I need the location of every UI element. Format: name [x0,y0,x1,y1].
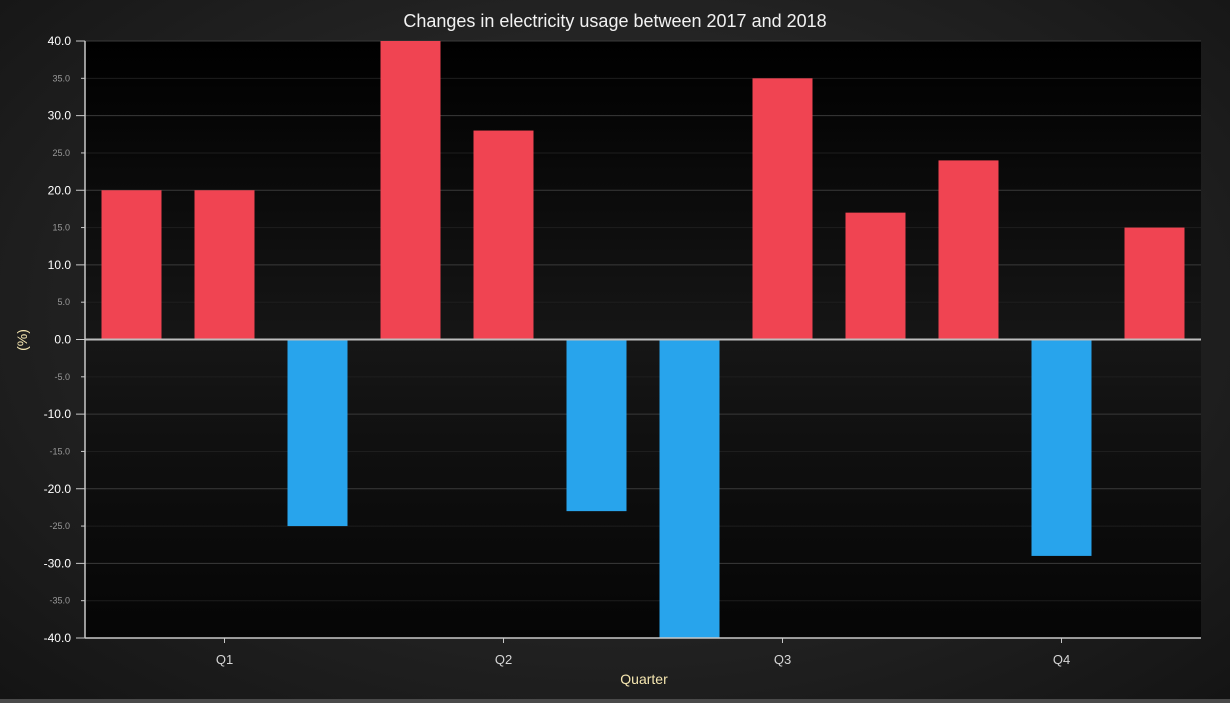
y-tick-label-minor: 5.0 [57,297,70,307]
x-tick-label: Q3 [774,652,791,667]
y-tick-label-minor: 25.0 [52,148,70,158]
y-tick-label-minor: -5.0 [54,372,70,382]
bar [566,339,627,512]
y-tick-label: -20.0 [44,482,72,496]
axes: 35.0 25.0 15.0 5.0 -5.0 -15.0 -25.0 -35.0 40.0 30… [44,34,1201,667]
y-tick-label: 10.0 [48,258,72,272]
y-tick-label-minor: -15.0 [49,446,70,456]
y-tick-label: -10.0 [44,407,72,421]
x-axis-title: Quarter [620,671,668,687]
y-tick-label: 30.0 [48,109,72,123]
bar [101,190,162,340]
y-tick-label: 0.0 [54,333,71,347]
x-tick-label: Q4 [1053,652,1070,667]
bar [194,190,255,340]
bar [473,130,534,340]
bars [101,41,1185,638]
bar [1031,339,1092,556]
y-axis-title: (%) [14,329,30,351]
x-tick-label: Q2 [495,652,512,667]
bar [845,212,906,340]
y-tick-label: 40.0 [48,34,72,48]
bar [1124,227,1185,340]
bar [380,41,441,340]
y-tick-label-minor: 15.0 [52,223,70,233]
bar [287,339,348,527]
y-tick-label: 20.0 [48,183,72,197]
gridlines [85,40,1201,639]
bar [938,160,999,340]
y-tick-label: -40.0 [44,631,72,645]
bar [659,339,720,638]
y-tick-label-minor: -35.0 [49,596,70,606]
y-tick-label: -30.0 [44,556,72,570]
x-tick-label: Q1 [216,652,233,667]
y-tick-label-minor: -25.0 [49,521,70,531]
chart-title: Changes in electricity usage between 201… [403,11,826,31]
y-tick-label-minor: 35.0 [52,73,70,83]
bar [752,78,813,340]
